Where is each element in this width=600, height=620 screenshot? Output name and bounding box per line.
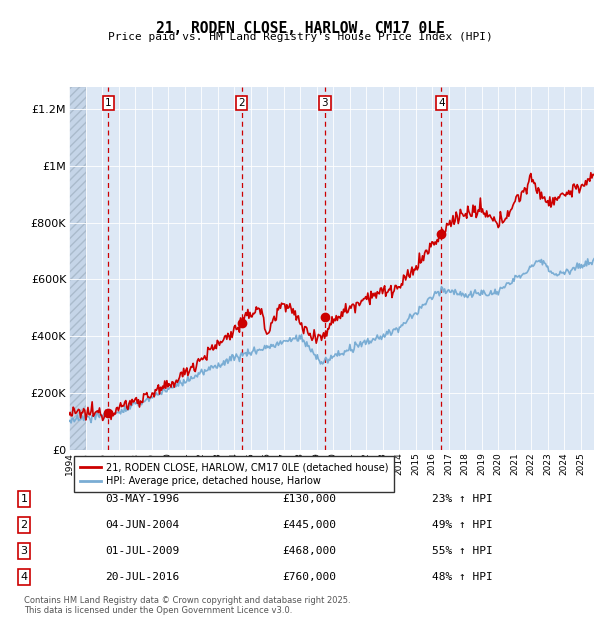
Text: 23% ↑ HPI: 23% ↑ HPI — [432, 494, 493, 504]
Text: 48% ↑ HPI: 48% ↑ HPI — [432, 572, 493, 582]
Text: 4: 4 — [438, 98, 445, 108]
Text: 20-JUL-2016: 20-JUL-2016 — [105, 572, 179, 582]
Text: Price paid vs. HM Land Registry's House Price Index (HPI): Price paid vs. HM Land Registry's House … — [107, 32, 493, 42]
Text: 3: 3 — [20, 546, 28, 556]
Text: 1: 1 — [20, 494, 28, 504]
Text: £130,000: £130,000 — [282, 494, 336, 504]
Text: 04-JUN-2004: 04-JUN-2004 — [105, 520, 179, 530]
Text: 49% ↑ HPI: 49% ↑ HPI — [432, 520, 493, 530]
Text: 1: 1 — [105, 98, 112, 108]
Text: 21, RODEN CLOSE, HARLOW, CM17 0LE: 21, RODEN CLOSE, HARLOW, CM17 0LE — [155, 21, 445, 36]
Text: 2: 2 — [20, 520, 28, 530]
Text: 2: 2 — [238, 98, 245, 108]
Legend: 21, RODEN CLOSE, HARLOW, CM17 0LE (detached house), HPI: Average price, detached: 21, RODEN CLOSE, HARLOW, CM17 0LE (detac… — [74, 456, 394, 492]
Text: 4: 4 — [20, 572, 28, 582]
Text: 55% ↑ HPI: 55% ↑ HPI — [432, 546, 493, 556]
Text: Contains HM Land Registry data © Crown copyright and database right 2025.
This d: Contains HM Land Registry data © Crown c… — [24, 596, 350, 615]
Text: 03-MAY-1996: 03-MAY-1996 — [105, 494, 179, 504]
Text: £760,000: £760,000 — [282, 572, 336, 582]
Text: £468,000: £468,000 — [282, 546, 336, 556]
Text: 3: 3 — [322, 98, 328, 108]
Text: 01-JUL-2009: 01-JUL-2009 — [105, 546, 179, 556]
Bar — [69, 87, 86, 450]
Text: £445,000: £445,000 — [282, 520, 336, 530]
